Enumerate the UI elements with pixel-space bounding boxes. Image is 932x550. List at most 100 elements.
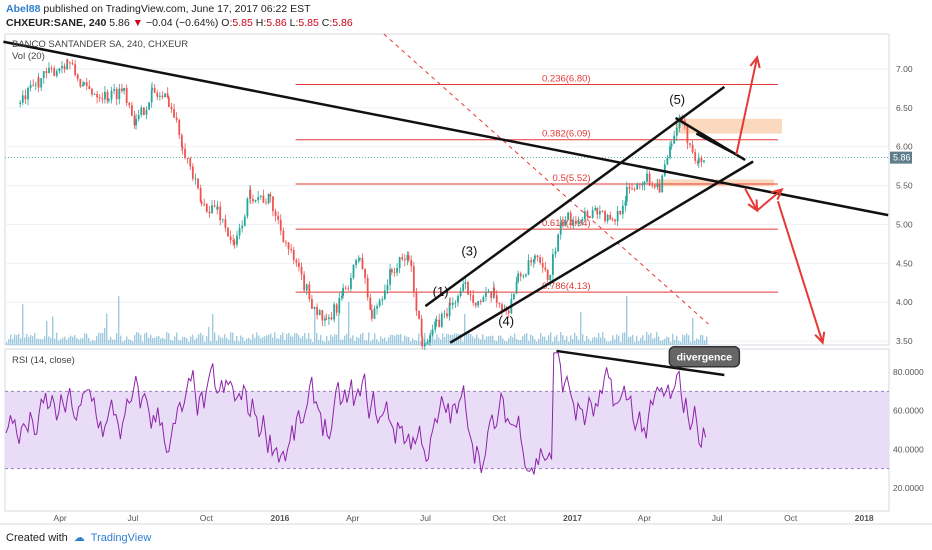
time-axis[interactable]: Apr Jul Oct 2016 Apr Jul Oct 2017 Apr Jul Oct 2018 — [54, 513, 874, 523]
candle-body — [262, 195, 265, 203]
candle-body — [651, 185, 654, 187]
candle-body — [104, 91, 106, 100]
volume-bar — [462, 341, 464, 345]
volume-bar — [104, 328, 106, 345]
volume-bar — [36, 338, 38, 345]
volume-bar — [586, 335, 588, 345]
candle-body — [628, 186, 631, 189]
candle-body — [161, 95, 164, 98]
volume-bar — [418, 333, 420, 345]
candle-body — [246, 198, 249, 217]
volume-bar — [132, 341, 134, 345]
candle-body — [670, 143, 673, 147]
candle-body — [700, 157, 703, 163]
candle-body — [229, 236, 232, 241]
volume-bar — [266, 335, 268, 345]
volume-bar — [394, 335, 396, 345]
rsi-tick-label: 60.0000 — [893, 406, 924, 416]
volume-bar — [406, 336, 408, 345]
volume-bar — [382, 338, 384, 345]
candle-body — [589, 216, 591, 218]
volume-bar — [140, 335, 142, 345]
time-tick-label: Oct — [200, 513, 214, 523]
candle-body — [203, 203, 206, 205]
candle-body — [145, 109, 148, 115]
candle-body — [121, 88, 123, 91]
candle-body — [61, 65, 63, 69]
candle-body — [21, 95, 24, 103]
ohlc-high-value: 5.86 — [266, 17, 287, 29]
candle-body — [178, 119, 181, 136]
volume-bar — [258, 335, 260, 345]
rsi-line — [5, 352, 707, 475]
volume-bar — [666, 336, 668, 345]
candle-body — [164, 93, 166, 98]
tradingview-brand[interactable]: TradingView — [90, 531, 152, 544]
candle-body — [539, 257, 542, 263]
volume-bar — [514, 333, 516, 345]
fib-level-label: 0.382(6.09) — [542, 129, 591, 140]
author-name[interactable]: Abel88 — [6, 3, 41, 15]
candle-body — [267, 194, 270, 204]
volume-bar — [700, 334, 702, 345]
symbol-line: CHXEUR:SANE, 240 5.86 ▼ −0.04 (−0.64%) O… — [6, 17, 353, 29]
volume-bar — [374, 333, 376, 345]
candle-body — [170, 106, 173, 110]
volume-bar — [86, 333, 88, 345]
volume-bar — [468, 333, 470, 345]
down-arrow-icon: ▼ — [132, 17, 144, 29]
volume-bar — [644, 340, 646, 345]
divergence-line[interactable] — [556, 349, 725, 377]
divergence-badge[interactable]: divergence — [668, 345, 741, 368]
volume-bar — [366, 340, 368, 345]
candle-body — [519, 273, 522, 277]
volume-bar — [490, 335, 492, 345]
candle-body — [479, 300, 482, 303]
arrow-shaft — [756, 188, 783, 212]
forecast-arrows[interactable] — [735, 55, 826, 345]
volume-bar — [12, 338, 14, 345]
candle-body — [449, 302, 452, 305]
volume-bar — [128, 339, 130, 345]
trendlines[interactable] — [3, 40, 889, 344]
ohlc-high-key: H: — [255, 17, 267, 29]
volume-bar — [52, 316, 54, 345]
volume-bar — [706, 336, 708, 345]
volume-bar — [654, 337, 656, 345]
time-tick-label: Jul — [712, 513, 723, 523]
volume-bar — [126, 336, 128, 345]
volume-bar — [640, 337, 642, 345]
fib-level-label: 0.236(6.80) — [542, 74, 591, 85]
price-axis[interactable]: 7.00 6.50 6.00 5.50 5.00 4.50 4.00 3.50 — [896, 64, 913, 346]
volume-bar — [332, 336, 334, 345]
dashed-trendline[interactable] — [383, 33, 709, 325]
volume-bar — [600, 337, 602, 345]
rsi-axis[interactable]: 80.0000 60.0000 40.0000 20.0000 — [893, 367, 924, 493]
volume-bar — [336, 334, 338, 345]
volume-bar — [536, 341, 538, 345]
candle-body — [98, 97, 101, 99]
volume-bar — [194, 339, 196, 345]
volume-bar — [232, 332, 234, 345]
tradingview-logo-icon: ☁ — [73, 532, 85, 544]
volume-bar — [618, 335, 620, 345]
candle-body — [106, 91, 109, 101]
candle-body — [83, 82, 86, 85]
volume-bar — [428, 339, 430, 345]
candle-body — [313, 307, 316, 309]
arrow-shaft — [735, 57, 759, 155]
volume-bar — [380, 336, 382, 345]
volume-bar — [398, 334, 400, 345]
volume-bar — [570, 335, 572, 345]
candle-body — [338, 298, 341, 313]
volume-bar — [118, 296, 120, 345]
divergence-box[interactable] — [668, 345, 741, 368]
volume-bar — [528, 340, 530, 345]
price-tick-label: 3.50 — [896, 336, 913, 346]
candle-body — [93, 94, 96, 95]
volume-bar — [652, 338, 654, 345]
volume-bar — [494, 340, 496, 345]
volume-bar — [256, 332, 258, 345]
candle-body — [467, 282, 469, 295]
